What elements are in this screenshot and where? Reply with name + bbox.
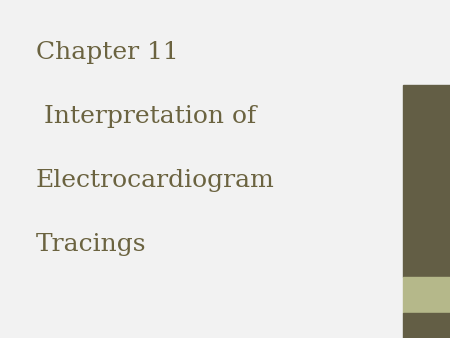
Text: Electrocardiogram: Electrocardiogram xyxy=(36,169,275,192)
Text: Interpretation of: Interpretation of xyxy=(36,105,256,128)
Bar xyxy=(403,277,450,313)
Text: Tracings: Tracings xyxy=(36,233,147,256)
Text: Chapter 11: Chapter 11 xyxy=(36,41,179,64)
Bar xyxy=(403,84,450,277)
Bar xyxy=(403,313,450,338)
